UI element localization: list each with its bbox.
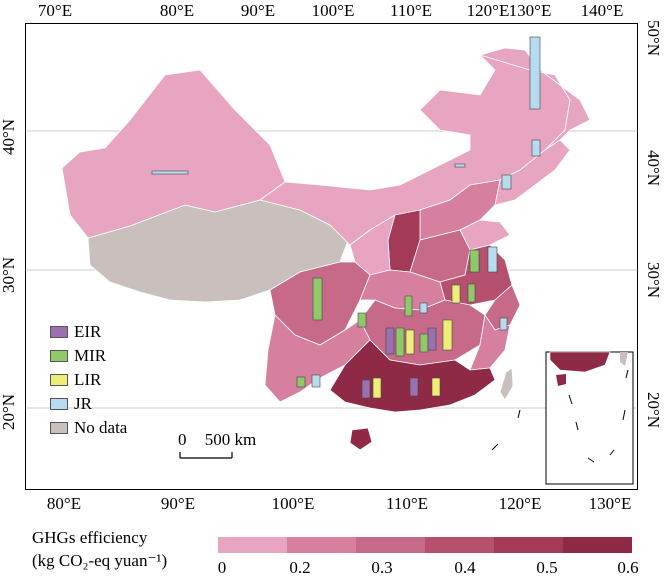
top-tick-70E: 70°E: [37, 1, 73, 20]
colorbar-tick-0-4: 0.4: [454, 558, 476, 577]
inset-hainan: [556, 374, 566, 386]
bar-shandong-jr: [487, 246, 498, 273]
bottom-tick-90E: 90°E: [160, 494, 196, 513]
bar-jiangxi-lir: [405, 329, 415, 355]
south-china-sea-inset: [545, 351, 634, 485]
legend-swatch-eir: [50, 326, 68, 338]
legend-label-mir: MIR: [74, 346, 107, 365]
colorbar-title: GHGs efficiency (kg CO₂-eq yuan⁻¹): [32, 526, 167, 572]
colorbar-segment-5: [494, 537, 563, 553]
legend-item-eir: EIR: [50, 320, 127, 344]
bar-guangxi-lir: [372, 377, 382, 399]
legend-swatch-lir: [50, 374, 68, 386]
bottom-tick-100E: 100°E: [271, 494, 315, 513]
region-hainan: [349, 427, 373, 451]
legend-item-jr: JR: [50, 392, 127, 416]
colorbar-tick-0-3: 0.3: [371, 558, 393, 577]
bar-hubei-lir: [451, 284, 461, 304]
colorbar-title-line2: (kg CO₂-eq yuan⁻¹): [32, 551, 168, 570]
bar-heilongjiang-jr: [529, 36, 541, 110]
top-tick-110E: 110°E: [389, 1, 433, 20]
top-tick-80E: 80°E: [159, 1, 195, 20]
inset-coast: [549, 351, 611, 373]
bar-guangdong-eir: [409, 377, 419, 397]
colorbar-tick-0-5: 0.5: [536, 558, 558, 577]
bar-qinghai-mir: [312, 277, 323, 321]
scale-bar-distance-label: 500 km: [204, 430, 257, 449]
colorbar-tick-0: 0: [217, 558, 227, 577]
bar-anhui-jr: [419, 302, 428, 314]
legend-swatch-jr: [50, 398, 68, 410]
region-xinjiang: [61, 69, 286, 239]
scale-bar-line: [179, 452, 233, 459]
inset-dashed-line: [568, 369, 629, 463]
top-tick-90E: 90°E: [240, 1, 276, 20]
inset-taiwan: [620, 352, 628, 366]
bar-guangxi-eir: [361, 379, 371, 399]
top-tick-130E: 130°E: [508, 1, 552, 20]
legend: EIR MIR LIR JR No data: [50, 320, 127, 440]
legend-swatch-mir: [50, 350, 68, 362]
top-tick-120E: 120°E: [466, 1, 510, 20]
top-tick-100E: 100°E: [311, 1, 355, 20]
bottom-tick-130E: 130°E: [588, 494, 632, 513]
colorbar-tick-0-6: 0.6: [617, 558, 639, 577]
bar-hunan-eir: [427, 327, 437, 351]
bar-glyphs: [151, 36, 541, 399]
legend-label-no-data: No data: [74, 418, 128, 437]
bar-henan-mir: [404, 295, 413, 317]
legend-label-jr: JR: [74, 394, 92, 413]
legend-item-mir: MIR: [50, 344, 127, 368]
bar-yunnan-mir: [296, 376, 306, 388]
colorbar-tick-0-2: 0.2: [289, 558, 311, 577]
legend-label-eir: EIR: [74, 322, 102, 341]
colorbar-segment-6: [563, 537, 632, 553]
main-dashed-line: [491, 409, 521, 451]
bottom-tick-120E: 120°E: [498, 494, 542, 513]
colorbar-segment-2: [287, 537, 356, 553]
bar-xinjiang-jr: [151, 170, 189, 175]
bar-hubei-mir: [467, 283, 476, 303]
bottom-tick-110E: 110°E: [385, 494, 429, 513]
colorbar: [218, 537, 632, 553]
colorbar-segment-4: [425, 537, 494, 553]
legend-item-no-data: No data: [50, 416, 127, 440]
bar-jiangsu-mir: [469, 249, 480, 273]
top-tick-140E: 140°E: [580, 1, 624, 20]
bar-sichuan-mir: [357, 312, 367, 328]
colorbar-title-line1: GHGs efficiency: [32, 528, 148, 547]
colorbar-segment-1: [218, 537, 287, 553]
bar-guangdong-lir: [431, 377, 441, 397]
bar-hunan-mir: [419, 333, 429, 353]
scale-bar: 0 500 km: [178, 430, 256, 450]
region-taiwan: [499, 367, 514, 401]
legend-swatch-no-data: [50, 422, 68, 434]
bar-hunan-lir: [442, 319, 453, 351]
scale-bar-zero-label: 0: [178, 430, 187, 449]
colorbar-segment-3: [356, 537, 425, 553]
region-guangdong-guangxi: [329, 339, 496, 413]
bar-jiangxi-eir: [385, 327, 395, 355]
bottom-tick-80E: 80°E: [46, 494, 82, 513]
bar-jiangxi-mir: [395, 327, 405, 357]
bar-fujian-jr: [499, 317, 508, 331]
bar-liaoning-jr: [501, 174, 512, 190]
bar-innermongolia-jr: [454, 163, 466, 168]
bar-jilin-jr: [531, 139, 541, 157]
legend-item-lir: LIR: [50, 368, 127, 392]
legend-label-lir: LIR: [74, 370, 102, 389]
region-jilin-liaoning: [494, 139, 571, 206]
bar-yunnan-jr: [311, 374, 321, 388]
